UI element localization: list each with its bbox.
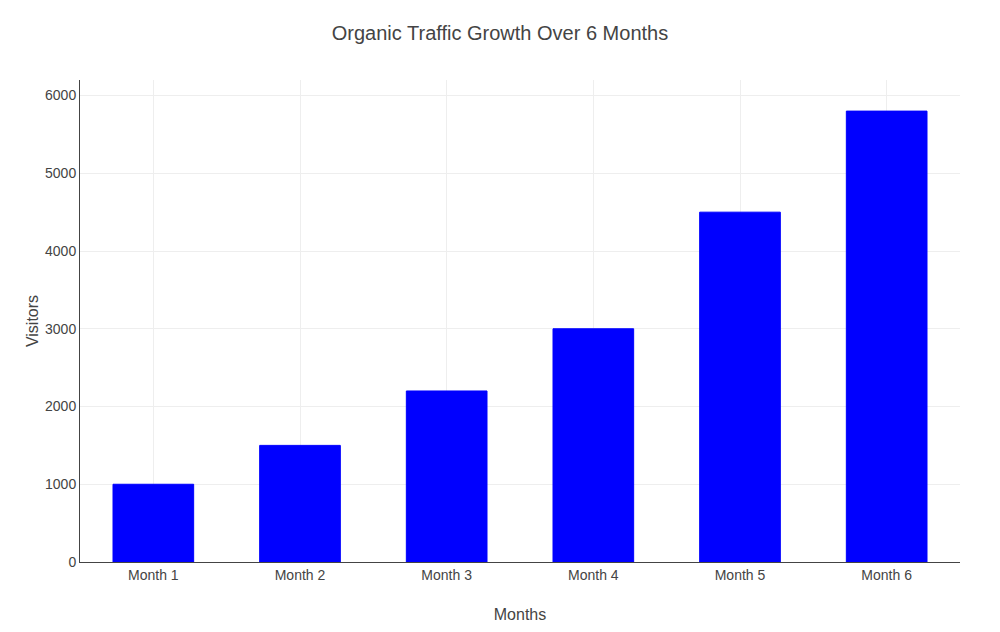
svg-text:5000: 5000 [45, 165, 76, 181]
svg-text:4000: 4000 [45, 243, 76, 259]
svg-text:Month 6: Month 6 [861, 567, 912, 583]
svg-text:Months: Months [494, 606, 546, 623]
svg-text:Month 1: Month 1 [128, 567, 179, 583]
svg-text:0: 0 [68, 554, 76, 570]
svg-text:Month 4: Month 4 [568, 567, 619, 583]
svg-text:6000: 6000 [45, 87, 76, 103]
svg-text:Visitors: Visitors [24, 295, 41, 347]
svg-text:2000: 2000 [45, 398, 76, 414]
svg-text:Month 3: Month 3 [421, 567, 472, 583]
svg-text:1000: 1000 [45, 476, 76, 492]
svg-text:Organic Traffic Growth Over 6: Organic Traffic Growth Over 6 Months [332, 22, 668, 44]
svg-text:Month 2: Month 2 [275, 567, 326, 583]
svg-text:Month 5: Month 5 [715, 567, 766, 583]
svg-text:3000: 3000 [45, 321, 76, 337]
